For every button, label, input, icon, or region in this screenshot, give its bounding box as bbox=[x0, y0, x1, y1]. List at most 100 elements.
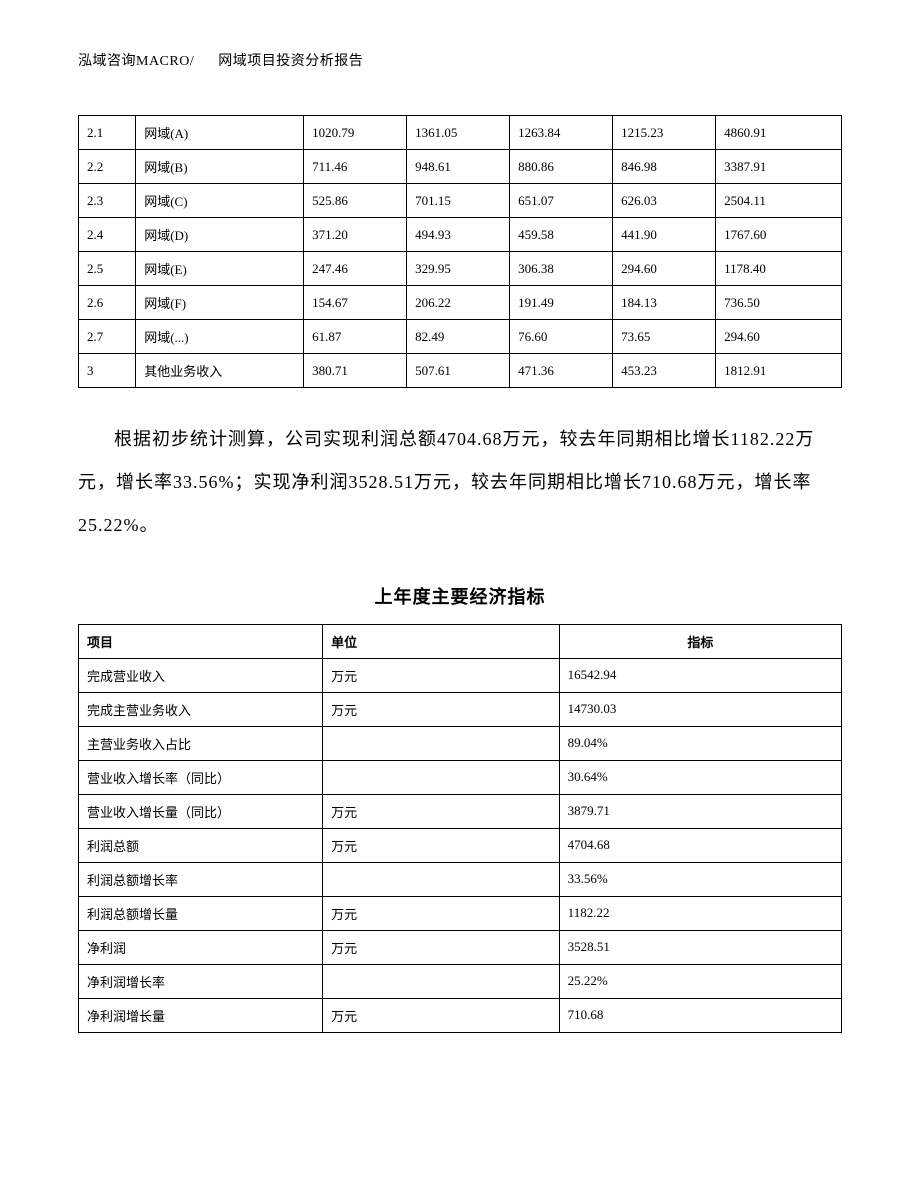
table-cell: 网域(E) bbox=[136, 252, 304, 286]
table-cell: 25.22% bbox=[559, 964, 841, 998]
table-cell: 网域(...) bbox=[136, 320, 304, 354]
table-cell: 16542.94 bbox=[559, 658, 841, 692]
table-row: 利润总额增长率 33.56% bbox=[79, 862, 842, 896]
table-cell: 33.56% bbox=[559, 862, 841, 896]
header-value: 指标 bbox=[559, 624, 841, 658]
table-cell: 30.64% bbox=[559, 760, 841, 794]
table-cell: 459.58 bbox=[510, 218, 613, 252]
table-cell: 营业收入增长量（同比） bbox=[79, 794, 323, 828]
table-cell: 294.60 bbox=[716, 320, 842, 354]
table-cell: 507.61 bbox=[407, 354, 510, 388]
table-cell: 651.07 bbox=[510, 184, 613, 218]
table-cell: 网域(B) bbox=[136, 150, 304, 184]
table-cell: 154.67 bbox=[304, 286, 407, 320]
table-cell: 471.36 bbox=[510, 354, 613, 388]
table-cell: 846.98 bbox=[613, 150, 716, 184]
table-cell: 61.87 bbox=[304, 320, 407, 354]
table-cell: 306.38 bbox=[510, 252, 613, 286]
table-row: 营业收入增长量（同比）万元3879.71 bbox=[79, 794, 842, 828]
table-cell: 3387.91 bbox=[716, 150, 842, 184]
table-cell: 453.23 bbox=[613, 354, 716, 388]
table-cell: 184.13 bbox=[613, 286, 716, 320]
table-cell: 1263.84 bbox=[510, 116, 613, 150]
table-cell: 736.50 bbox=[716, 286, 842, 320]
table-cell: 网域(D) bbox=[136, 218, 304, 252]
table-cell: 710.68 bbox=[559, 998, 841, 1032]
table-cell: 73.65 bbox=[613, 320, 716, 354]
revenue-breakdown-table: 2.1网域(A)1020.791361.051263.841215.234860… bbox=[78, 115, 842, 388]
table-cell: 2.1 bbox=[79, 116, 136, 150]
summary-paragraph: 根据初步统计测算，公司实现利润总额4704.68万元，较去年同期相比增长1182… bbox=[78, 418, 842, 548]
table-cell: 营业收入增长率（同比） bbox=[79, 760, 323, 794]
economic-indicators-table: 项目 单位 指标 完成营业收入万元16542.94完成主营业务收入万元14730… bbox=[78, 624, 842, 1033]
table-row: 净利润增长率25.22% bbox=[79, 964, 842, 998]
table-cell: 2.5 bbox=[79, 252, 136, 286]
table-row: 利润总额增长量万元1182.22 bbox=[79, 896, 842, 930]
table-cell: 247.46 bbox=[304, 252, 407, 286]
table-row: 营业收入增长率（同比） 30.64% bbox=[79, 760, 842, 794]
table-cell: 2.2 bbox=[79, 150, 136, 184]
table-row: 2.6网域(F)154.67206.22191.49184.13736.50 bbox=[79, 286, 842, 320]
table-cell bbox=[323, 964, 560, 998]
table-row: 净利润万元3528.51 bbox=[79, 930, 842, 964]
table-cell: 371.20 bbox=[304, 218, 407, 252]
table-cell: 880.86 bbox=[510, 150, 613, 184]
table-cell: 2.7 bbox=[79, 320, 136, 354]
table-cell: 2.3 bbox=[79, 184, 136, 218]
table-row: 2.3网域(C)525.86701.15651.07626.032504.11 bbox=[79, 184, 842, 218]
table-cell: 380.71 bbox=[304, 354, 407, 388]
table-cell: 2.6 bbox=[79, 286, 136, 320]
table-row: 2.7网域(...)61.8782.4976.6073.65294.60 bbox=[79, 320, 842, 354]
table-cell: 主营业务收入占比 bbox=[79, 726, 323, 760]
table-cell: 494.93 bbox=[407, 218, 510, 252]
table-cell bbox=[323, 726, 560, 760]
table-row: 2.1网域(A)1020.791361.051263.841215.234860… bbox=[79, 116, 842, 150]
header-title: 网域项目投资分析报告 bbox=[218, 54, 363, 69]
table-cell: 万元 bbox=[323, 998, 560, 1032]
table-cell: 网域(C) bbox=[136, 184, 304, 218]
page-header: 泓域咨询MACRO/ 网域项目投资分析报告 bbox=[78, 50, 842, 70]
header-company: 泓域咨询MACRO/ bbox=[78, 54, 194, 69]
table-cell: 2504.11 bbox=[716, 184, 842, 218]
table-cell: 网域(F) bbox=[136, 286, 304, 320]
table-cell: 利润总额增长率 bbox=[79, 862, 323, 896]
table-cell: 3528.51 bbox=[559, 930, 841, 964]
table-cell: 191.49 bbox=[510, 286, 613, 320]
table-cell: 万元 bbox=[323, 692, 560, 726]
table-cell: 206.22 bbox=[407, 286, 510, 320]
table-cell: 4704.68 bbox=[559, 828, 841, 862]
table-cell bbox=[323, 760, 560, 794]
table-cell: 701.15 bbox=[407, 184, 510, 218]
section-title: 上年度主要经济指标 bbox=[78, 583, 842, 609]
table-cell: 万元 bbox=[323, 896, 560, 930]
table-cell bbox=[323, 862, 560, 896]
table-cell: 711.46 bbox=[304, 150, 407, 184]
table-cell: 1020.79 bbox=[304, 116, 407, 150]
table-cell: 其他业务收入 bbox=[136, 354, 304, 388]
table-cell: 3 bbox=[79, 354, 136, 388]
table-cell: 4860.91 bbox=[716, 116, 842, 150]
table-cell: 万元 bbox=[323, 658, 560, 692]
table-cell: 1178.40 bbox=[716, 252, 842, 286]
table-cell: 626.03 bbox=[613, 184, 716, 218]
table-cell: 完成主营业务收入 bbox=[79, 692, 323, 726]
table-cell: 14730.03 bbox=[559, 692, 841, 726]
table-row: 2.2网域(B)711.46948.61880.86846.983387.91 bbox=[79, 150, 842, 184]
table-cell: 净利润 bbox=[79, 930, 323, 964]
table-row: 2.5网域(E)247.46329.95306.38294.601178.40 bbox=[79, 252, 842, 286]
table-cell: 294.60 bbox=[613, 252, 716, 286]
table-cell: 82.49 bbox=[407, 320, 510, 354]
table-cell: 1361.05 bbox=[407, 116, 510, 150]
table-cell: 1812.91 bbox=[716, 354, 842, 388]
table-cell: 3879.71 bbox=[559, 794, 841, 828]
table-row: 3其他业务收入380.71507.61471.36453.231812.91 bbox=[79, 354, 842, 388]
table-cell: 万元 bbox=[323, 930, 560, 964]
table-cell: 万元 bbox=[323, 794, 560, 828]
table-cell: 利润总额增长量 bbox=[79, 896, 323, 930]
table-cell: 89.04% bbox=[559, 726, 841, 760]
header-item: 项目 bbox=[79, 624, 323, 658]
table-header-row: 项目 单位 指标 bbox=[79, 624, 842, 658]
table-cell: 完成营业收入 bbox=[79, 658, 323, 692]
table-row: 净利润增长量万元710.68 bbox=[79, 998, 842, 1032]
table-cell: 利润总额 bbox=[79, 828, 323, 862]
